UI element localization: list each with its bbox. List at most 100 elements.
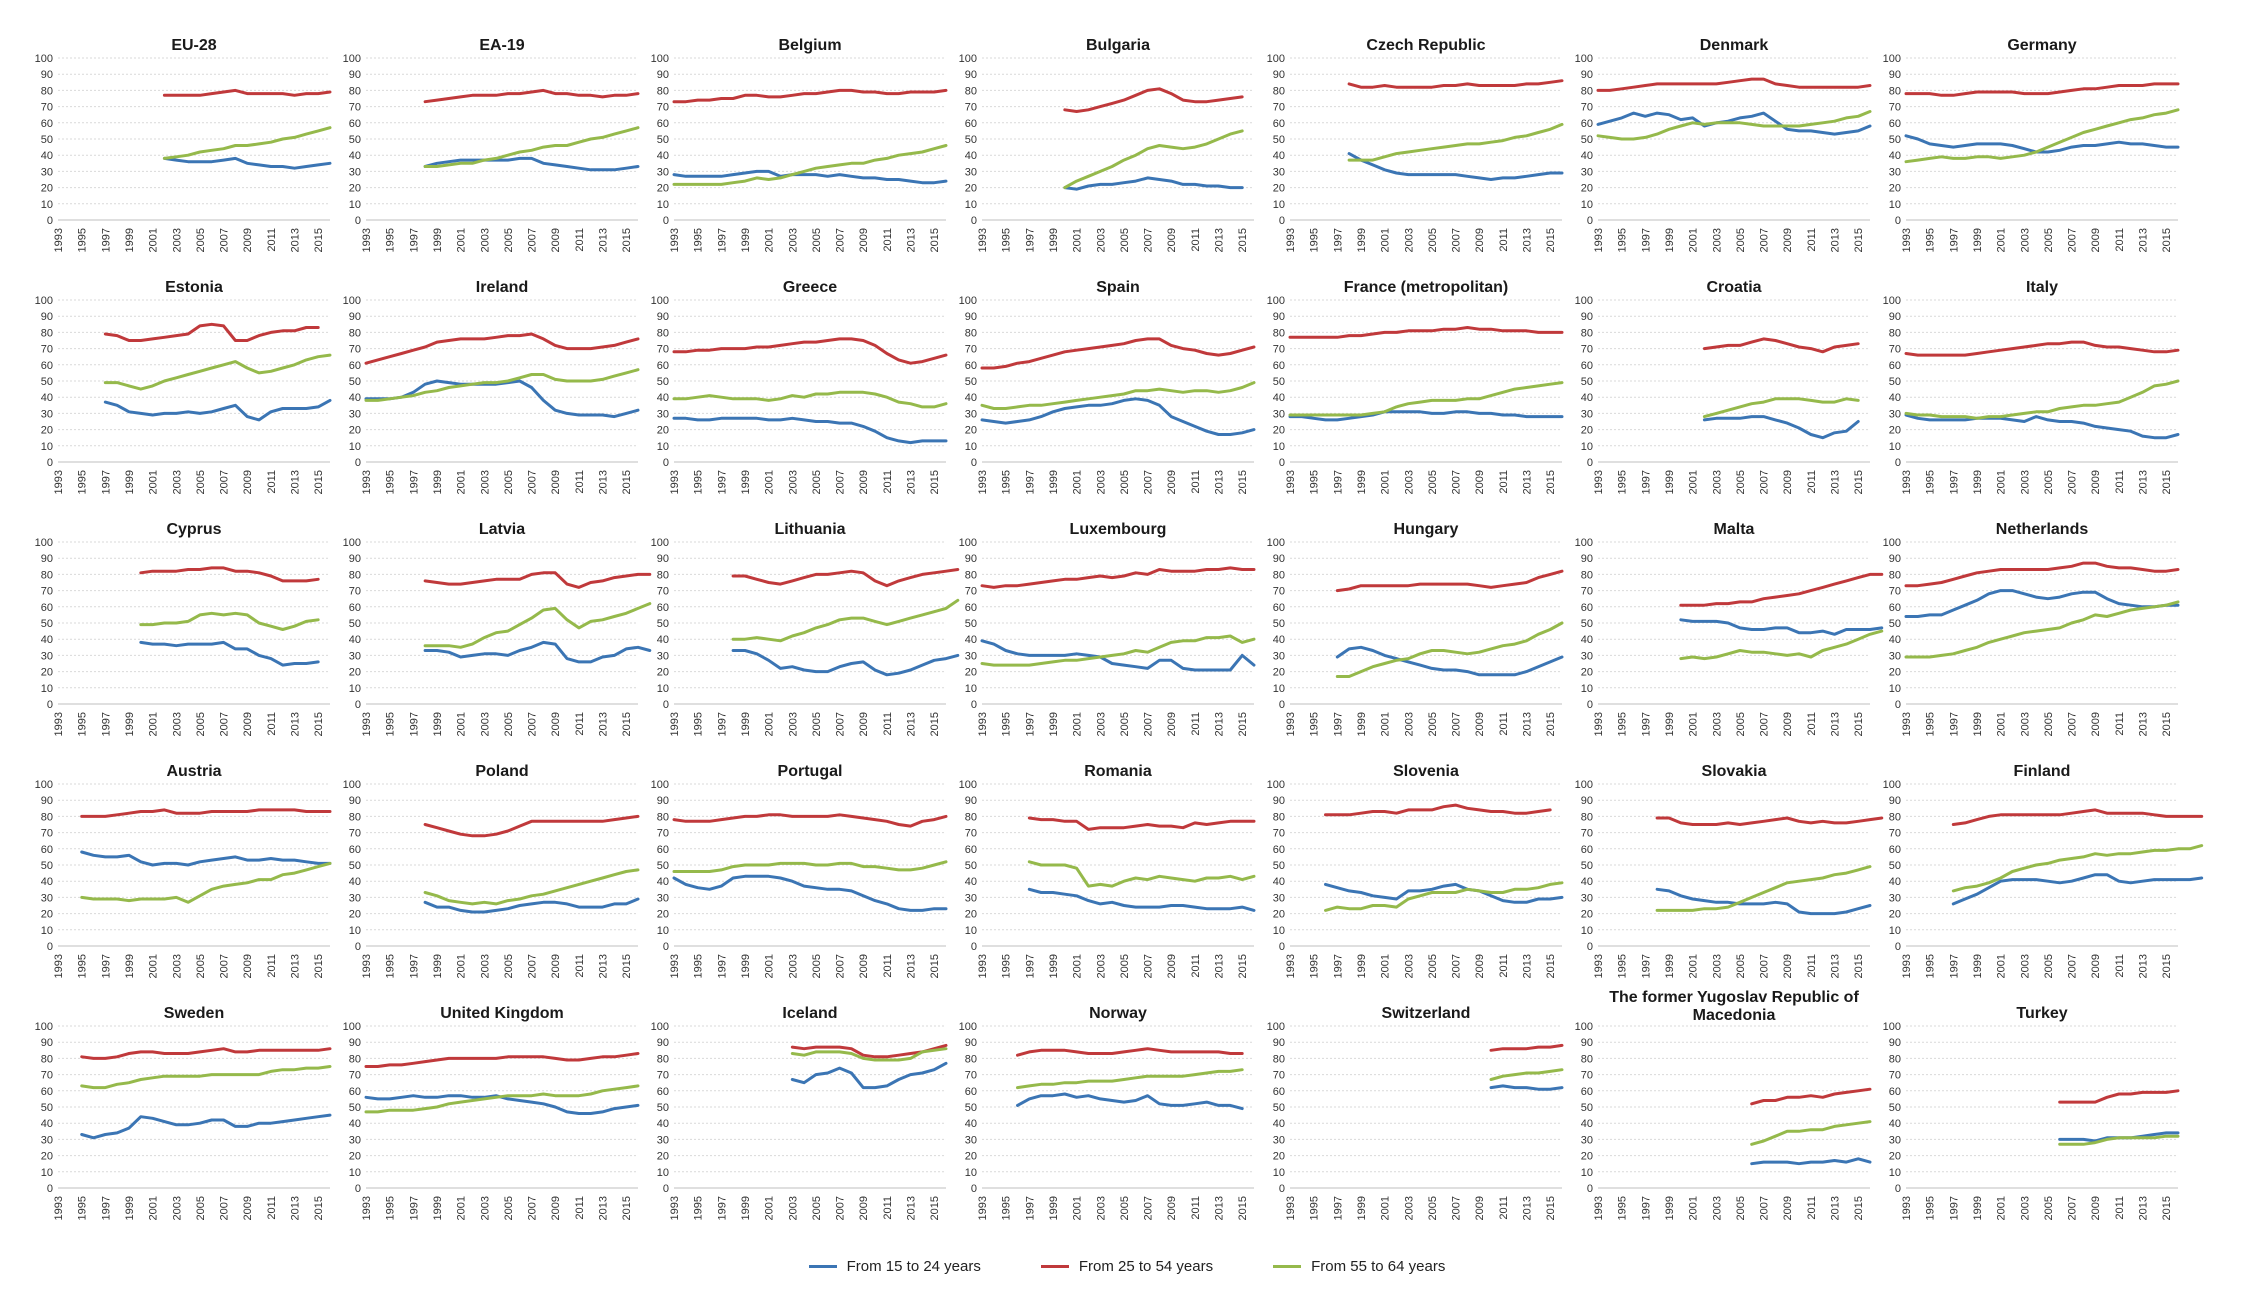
x-tick-label: 2015 [1237, 470, 1249, 494]
panel-slovakia: Slovakia 0 10 20 30 40 50 60 70 80 90 100 1993 1995 19… [1575, 763, 1884, 978]
x-tick-label: 2007 [1143, 954, 1155, 978]
x-tick-label: 2015 [313, 712, 325, 736]
x-tick-label: 2007 [1451, 228, 1463, 252]
y-tick-label: 80 [1273, 327, 1285, 339]
y-tick-label: 80 [1273, 811, 1285, 823]
y-tick-label: 80 [965, 85, 977, 97]
panel-title: Estonia [165, 279, 223, 296]
x-tick-label: 2001 [456, 470, 468, 494]
x-tick-label: 2007 [835, 470, 847, 494]
y-tick-label: 100 [1883, 1021, 1901, 1033]
y-tick-label: 10 [965, 199, 977, 211]
y-tick-label: 70 [349, 586, 361, 598]
x-tick-label: 2013 [290, 228, 302, 252]
y-tick-label: 10 [1273, 1167, 1285, 1179]
y-tick-label: 30 [1889, 650, 1901, 662]
series-line-15-24 [1596, 111, 1872, 136]
panel-title: Portugal [778, 763, 843, 780]
x-tick-label: 2005 [1119, 470, 1131, 494]
y-tick-label: 0 [1895, 457, 1901, 469]
series-line-15-24 [423, 640, 652, 664]
y-tick-label: 20 [41, 909, 53, 921]
x-tick-label: 2013 [1830, 1196, 1842, 1220]
y-tick-label: 60 [1273, 844, 1285, 856]
x-tick-label: 1995 [385, 228, 397, 252]
x-tick-label: 2009 [1166, 1196, 1178, 1220]
series-line-55-64 [1904, 108, 2180, 164]
x-tick-label: 2007 [1451, 712, 1463, 736]
x-tick-label: 2009 [2090, 470, 2102, 494]
panel-the-former-yugoslav-republic-of-macedonia: The former Yugoslav Republic of Macedonia… [1575, 989, 1872, 1220]
x-tick-label: 1995 [385, 470, 397, 494]
series-line-15-24 [423, 156, 640, 172]
y-tick-label: 50 [1581, 618, 1593, 630]
x-tick-label: 2005 [503, 228, 515, 252]
y-tick-label: 40 [657, 150, 669, 162]
x-tick-label: 2009 [1166, 470, 1178, 494]
y-tick-label: 90 [349, 1037, 361, 1049]
x-tick-label: 2011 [2114, 954, 2126, 978]
x-tick-label: 1995 [1309, 1196, 1321, 1220]
y-tick-label: 70 [349, 344, 361, 356]
y-tick-label: 50 [1273, 618, 1285, 630]
x-tick-label: 1995 [693, 470, 705, 494]
x-tick-label: 2009 [242, 1196, 254, 1220]
y-tick-label: 100 [1575, 1021, 1593, 1033]
y-tick-label: 60 [965, 1086, 977, 1098]
y-tick-label: 70 [1889, 586, 1901, 598]
y-tick-label: 50 [657, 1102, 669, 1114]
x-tick-label: 2015 [1545, 954, 1557, 978]
y-tick-label: 90 [1889, 795, 1901, 807]
panel-iceland: Iceland 0 10 20 30 40 50 60 70 80 90 100 1993 1995 199… [651, 1005, 948, 1220]
y-tick-label: 90 [41, 553, 53, 565]
x-tick-label: 2013 [2138, 470, 2150, 494]
y-tick-label: 70 [1889, 828, 1901, 840]
y-tick-label: 40 [1889, 876, 1901, 888]
panel-title: France (metropolitan) [1344, 279, 1508, 296]
x-tick-label: 1993 [977, 1196, 989, 1220]
x-tick-label: 2013 [290, 712, 302, 736]
x-tick-label: 1999 [1664, 712, 1676, 736]
y-tick-label: 30 [657, 650, 669, 662]
x-tick-label: 2015 [929, 1196, 941, 1220]
series-line-55-64 [790, 1047, 948, 1062]
y-tick-label: 0 [1279, 1183, 1285, 1195]
panel-greece: Greece 0 10 20 30 40 50 60 70 80 90 100 1993 1995 1997… [651, 279, 948, 494]
y-tick-label: 50 [349, 1102, 361, 1114]
series-line-55-64 [103, 353, 332, 391]
series-line-55-64 [1324, 881, 1564, 912]
x-tick-label: 1999 [1048, 470, 1060, 494]
series-line-15-24 [672, 169, 948, 185]
x-tick-label: 1993 [361, 470, 373, 494]
series-line-25-54 [423, 571, 652, 589]
series-line-55-64 [1679, 629, 1884, 661]
panel-title: The former Yugoslav Republic of Macedonia [1609, 989, 1859, 1024]
x-tick-label: 2005 [1119, 712, 1131, 736]
y-tick-label: 40 [349, 392, 361, 404]
y-tick-label: 60 [1273, 118, 1285, 130]
x-tick-label: 1995 [1617, 228, 1629, 252]
y-tick-label: 20 [1581, 667, 1593, 679]
series-line-25-54 [1016, 1047, 1244, 1057]
y-tick-label: 60 [1889, 118, 1901, 130]
y-tick-label: 0 [663, 699, 669, 711]
panel-ireland: Ireland 0 10 20 30 40 50 60 70 80 90 100 1993 1995 199… [343, 279, 640, 494]
y-tick-label: 60 [349, 844, 361, 856]
panel-title: Czech Republic [1366, 37, 1485, 54]
series-line-25-54 [1679, 572, 1884, 607]
x-tick-label: 1995 [1001, 228, 1013, 252]
y-tick-label: 10 [965, 683, 977, 695]
x-tick-label: 2003 [1403, 954, 1415, 978]
y-tick-label: 0 [971, 699, 977, 711]
y-tick-label: 100 [35, 779, 53, 791]
x-tick-label: 1993 [361, 954, 373, 978]
y-tick-label: 10 [1581, 925, 1593, 937]
panel-luxembourg: Luxembourg 0 10 20 30 40 50 60 70 80 90 100 1993 1995… [959, 521, 1256, 736]
x-tick-label: 2003 [479, 1196, 491, 1220]
y-tick-label: 100 [1883, 537, 1901, 549]
series-line-25-54 [423, 88, 640, 104]
x-tick-label: 1993 [1901, 954, 1913, 978]
y-tick-label: 30 [1273, 408, 1285, 420]
x-tick-label: 2003 [171, 712, 183, 736]
y-tick-label: 10 [1889, 199, 1901, 211]
